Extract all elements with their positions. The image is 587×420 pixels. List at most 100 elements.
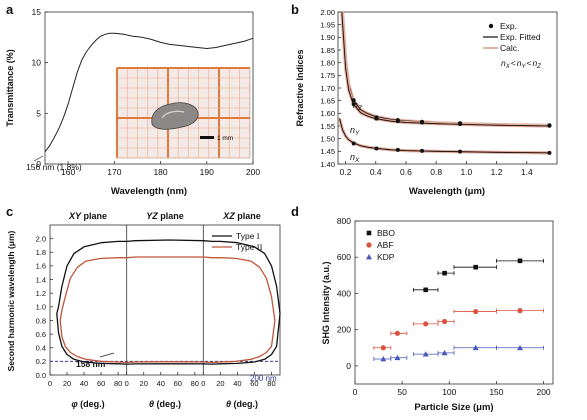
y-tick-label-c: 0.8	[36, 316, 46, 325]
panel-b-refractive-indices: b 0.2 0.4 0.6 0.8 1.0 1.2 1.4 1.40 1.45 1.50 1.55 1…	[291, 0, 587, 202]
data-point-bbo	[423, 287, 429, 293]
y-tick-label-c: 0.2	[36, 357, 46, 366]
y-tick-label-c: 1.6	[36, 262, 46, 271]
y-tick-label-a: 0	[36, 159, 41, 169]
x-tick-label-a: 200	[246, 167, 260, 177]
y-tick-label-c: 1.2	[36, 289, 46, 298]
x-tick-label-c: 20	[140, 379, 148, 388]
data-point-kdp	[472, 344, 479, 351]
y-tick-label-d: 400	[337, 288, 351, 298]
scale-bar-label: 1 mm	[217, 135, 233, 142]
x-tick-label-b: 0.8	[430, 167, 442, 177]
legend-marker-bbo	[366, 230, 372, 236]
exp-point	[351, 102, 356, 107]
panel-label-b: b	[291, 2, 299, 17]
data-point-kdp	[441, 349, 448, 356]
exp-point	[458, 121, 463, 126]
annotation-arrow-c	[99, 352, 115, 358]
scale-bar	[200, 136, 214, 139]
data-point-abf	[441, 318, 448, 325]
exp-point	[374, 146, 379, 151]
segment-title-yz: YZ plane	[146, 211, 184, 221]
fitted-curve	[341, 11, 552, 127]
fitted-curve	[342, 11, 552, 126]
transmittance-line	[44, 32, 254, 153]
y-axis-label-c: Second harmonic wavelength (μm)	[6, 230, 16, 371]
panel-label-a: a	[6, 2, 14, 17]
legend-b: Exp. Exp. Fitted Calc.	[483, 21, 541, 53]
panel-d-shg-intensity: d 0 50 100 150 200 0 200 400 600 800 BBO ABF KDP Pa…	[291, 203, 587, 415]
refractive-index-chart: 0.2 0.4 0.6 0.8 1.0 1.2 1.4 1.40 1.45 1.50 1.55 1.6…	[295, 8, 558, 197]
exp-point	[395, 119, 400, 124]
segment-title-xy: XY plane	[68, 211, 107, 221]
x-tick-label-c: 60	[250, 379, 258, 388]
x-axis-label-xz: θ (deg.)	[226, 399, 258, 409]
index-relation-text: nX<nY<nZ	[501, 58, 541, 70]
legend-exp-label: Exp.	[500, 21, 517, 31]
x-tick-label-b: 0.4	[370, 167, 382, 177]
exp-point	[547, 150, 552, 155]
legend-label-abf: ABF	[377, 240, 394, 250]
x-axis-label-b: Wavelength (μm)	[409, 186, 485, 197]
inset-crystal-photo: 1 mm	[116, 67, 251, 159]
cutoff-annotation: 156 nm (1.8%)	[26, 162, 82, 172]
x-tick-label-b: 0.2	[340, 167, 352, 177]
y-tick-label-b: 1.75	[320, 71, 335, 80]
transmittance-chart: 1 mm 160 170 180 190 200 0 5 10 15 156 nm (1.8%)…	[5, 7, 260, 197]
x-tick-label-c: 60	[174, 379, 182, 388]
annotation-arrow	[33, 155, 44, 162]
data-point-abf	[380, 345, 386, 351]
x-tick-label-c: 20	[63, 379, 71, 388]
x-tick-label-c: 0	[125, 379, 129, 388]
exp-point	[420, 148, 425, 153]
exp-point	[395, 147, 400, 152]
y-tick-label-b: 1.65	[320, 96, 335, 105]
segment-title-xz: XZ plane	[222, 211, 261, 221]
x-tick-label-d: 50	[397, 387, 407, 397]
x-tick-label-c: 40	[80, 379, 88, 388]
x-axis-label-yz: θ (deg.)	[149, 399, 181, 409]
legend-exp-marker	[488, 23, 494, 29]
legend-marker-abf	[366, 242, 372, 248]
plot-frame-c	[49, 224, 281, 376]
x-tick-label-c: 80	[114, 379, 122, 388]
legend-c: Type I Type II	[212, 231, 263, 252]
y-tick-label-d: 600	[337, 252, 351, 262]
plot-frame-d	[354, 220, 554, 385]
x-tick-label-b: 1.4	[521, 167, 533, 177]
curve-label-nx: nX	[350, 152, 360, 164]
x-tick-label-d: 100	[442, 387, 456, 397]
x-tick-label-c: 80	[267, 379, 275, 388]
phase-matching-curve	[56, 239, 281, 365]
curve-label-ny: nY	[350, 125, 360, 137]
y-tick-label-a: 10	[32, 58, 42, 68]
data-point-abf	[394, 330, 401, 336]
y-tick-label-d: 200	[337, 325, 351, 335]
x-tick-label-c: 0	[48, 379, 52, 388]
y-tick-label-d: 0	[346, 361, 351, 371]
x-tick-label-a: 170	[107, 167, 121, 177]
y-tick-label-b: 1.90	[320, 33, 335, 42]
legend-type1-label: Type I	[236, 231, 260, 241]
x-tick-label-a: 190	[200, 167, 214, 177]
legend-calc-label: Calc.	[500, 43, 519, 53]
data-point-abf	[517, 308, 523, 314]
x-tick-label-c: 0	[201, 379, 205, 388]
y-tick-label-c: 1.4	[36, 275, 46, 284]
y-tick-label-d: 800	[337, 216, 351, 226]
y-tick-label-b: 1.40	[320, 160, 335, 169]
x-axis-label-a: Wavelength (nm)	[111, 186, 187, 197]
exp-point	[374, 116, 379, 121]
panel-label-d: d	[291, 204, 299, 219]
data-point-bbo	[442, 270, 447, 276]
y-axis-label-b: Refractive Indices	[295, 49, 305, 126]
x-axis-label-xy: φ (deg.)	[71, 399, 104, 409]
y-tick-label-c: 1.8	[36, 248, 46, 257]
plot-frame-a	[44, 11, 254, 165]
data-point-kdp	[422, 351, 429, 357]
exp-point	[351, 141, 356, 146]
y-tick-label-c: 0.4	[36, 344, 46, 353]
y-tick-label-c: 0.6	[36, 330, 46, 339]
panel-c-phase-matching: c XY plane YZ plane XZ plane 0.0 0.2 0.4 0.…	[0, 203, 293, 415]
y-axis-label-d: SHG Intensity (a.u.)	[321, 261, 331, 344]
